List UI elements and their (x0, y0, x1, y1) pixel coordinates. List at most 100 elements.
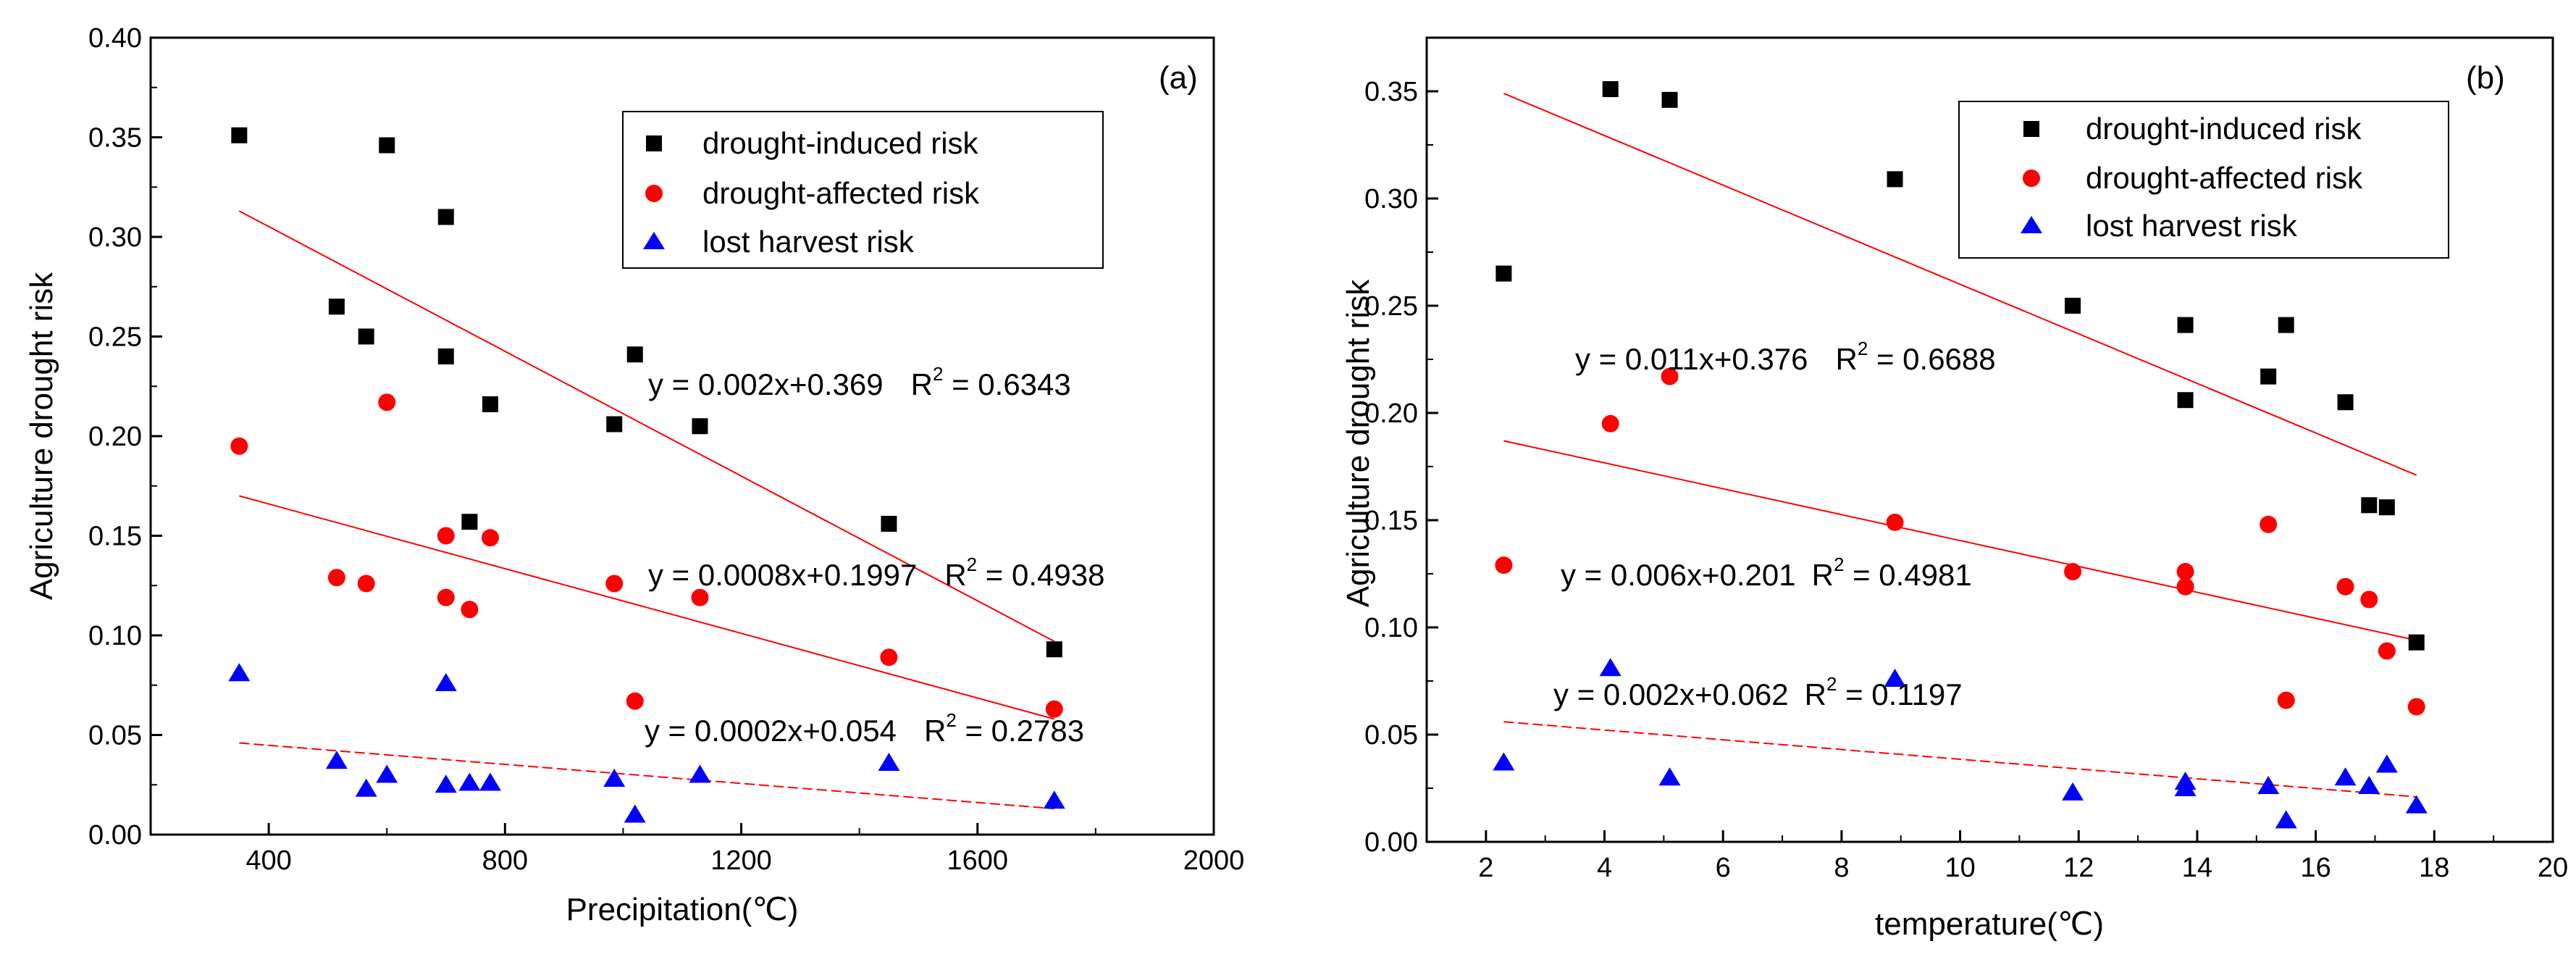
point-drought-affected (1601, 414, 1619, 433)
point-drought-induced (2278, 317, 2294, 333)
point-drought-induced (2065, 298, 2081, 314)
y-tick-label: 0.05 (1364, 720, 1418, 751)
point-drought-affected (2260, 515, 2278, 533)
x-tick-label: 4 (1597, 853, 1612, 883)
point-drought-affected (357, 575, 375, 593)
legend-marker-square-b (2023, 121, 2039, 137)
x-tick-label: 400 (246, 845, 291, 876)
legend-label-lost-a: lost harvest risk (702, 225, 915, 259)
point-drought-affected (2378, 642, 2396, 660)
plot-frame-b (1425, 36, 2554, 843)
point-lost-harvest (603, 769, 626, 787)
point-lost-harvest (435, 774, 457, 793)
point-lost-harvest (435, 673, 457, 691)
panel-label-a: (a) (1159, 60, 1198, 96)
point-lost-harvest (355, 778, 377, 797)
point-drought-affected (1495, 556, 1513, 575)
point-lost-harvest (2257, 776, 2280, 795)
legend-frame-a (622, 111, 1104, 269)
point-drought-induced (328, 298, 345, 315)
point-drought-affected (2407, 698, 2425, 716)
point-lost-harvest (2334, 767, 2357, 786)
point-drought-induced (2378, 499, 2395, 516)
legend-marker-square-a (646, 135, 662, 151)
point-drought-induced (482, 396, 498, 412)
point-lost-harvest (1599, 658, 1621, 677)
y-tick-label: 0.20 (1364, 398, 1418, 429)
point-drought-induced (2177, 317, 2194, 333)
fit-line-affected (239, 495, 1055, 720)
x-tick-label: 14 (2182, 853, 2212, 883)
x-tick-label: 2 (1478, 853, 1493, 883)
points-b (1493, 81, 2428, 829)
y-tick-label: 0.35 (1364, 77, 1418, 107)
point-drought-affected (230, 437, 248, 455)
point-drought-affected (1045, 700, 1063, 718)
point-drought-affected (605, 575, 624, 593)
x-tick-label: 16 (2300, 853, 2330, 883)
point-drought-induced (1602, 81, 1619, 98)
x-axis-label-a: Precipitation(℃) (566, 892, 799, 927)
equation-affected-b: y = 0.006x+0.201 R2 = 0.4981 (1561, 553, 1972, 592)
y-tick-label: 0.25 (1364, 291, 1418, 322)
point-lost-harvest (624, 804, 646, 823)
x-tick-label: 20 (2538, 853, 2568, 883)
y-tick-label: 0.20 (88, 422, 142, 452)
y-tick-label: 0.40 (88, 23, 142, 54)
point-drought-affected (461, 601, 479, 619)
point-drought-induced (379, 137, 395, 154)
point-drought-induced (461, 514, 478, 530)
points-a (228, 127, 1065, 823)
fit-lines-a (238, 210, 1055, 810)
equation-lost-a: y = 0.0002x+0.054 R2 = 0.2783 (645, 709, 1084, 748)
fit-line-induced (238, 210, 1055, 643)
legend-a: drought-induced risk drought-affected ri… (622, 111, 1104, 269)
x-tick-label: 6 (1716, 853, 1731, 883)
point-drought-induced (2408, 634, 2425, 651)
x-tick-label: 1200 (710, 845, 772, 876)
x-ticks-a: 400 800 1200 1600 2000 (246, 823, 1244, 876)
legend-b: drought-induced risk drought-affected ri… (1958, 101, 2449, 259)
point-drought-affected (691, 588, 709, 606)
point-drought-induced (437, 209, 454, 225)
point-drought-induced (692, 418, 708, 435)
x-tick-label: 2000 (1183, 845, 1245, 876)
point-lost-harvest (689, 764, 711, 783)
legend-marker-triangle-b (2021, 216, 2042, 233)
equation-lost-b: y = 0.002x+0.062 R2 = 0.1197 (1553, 673, 1963, 711)
point-lost-harvest (1043, 790, 1065, 809)
x-axis-label-b: temperature(℃) (1875, 906, 2104, 942)
point-lost-harvest (2275, 810, 2297, 829)
point-lost-harvest (325, 751, 348, 769)
point-drought-affected (880, 648, 898, 667)
point-lost-harvest (228, 663, 251, 682)
y-tick-label: 0.30 (88, 222, 142, 253)
x-tick-label: 8 (1834, 853, 1849, 883)
x-tick-label: 18 (2419, 853, 2449, 883)
y-ticks-a: 0.00 0.05 0.10 0.15 0.20 0.25 0.30 0.35 0.40 (88, 23, 162, 851)
point-drought-affected (2176, 563, 2194, 581)
legend-label-affected-a: drought-affected risk (702, 176, 980, 210)
point-drought-affected (378, 393, 396, 412)
point-drought-affected (2277, 691, 2295, 709)
equation-induced-a: y = 0.002x+0.369 R2 = 0.6343 (648, 363, 1071, 401)
y-tick-label: 0.35 (88, 123, 142, 154)
point-drought-induced (606, 416, 623, 433)
y-tick-label: 0.05 (88, 721, 142, 751)
point-lost-harvest (1493, 752, 1515, 771)
y-tick-label: 0.10 (1364, 613, 1418, 643)
legend-marker-circle-b (2023, 170, 2040, 187)
panel-label-b: (b) (2466, 60, 2505, 96)
point-drought-affected (437, 588, 455, 606)
point-lost-harvest (1658, 767, 1681, 786)
point-lost-harvest (2174, 778, 2197, 796)
point-drought-induced (2361, 497, 2378, 514)
point-drought-induced (437, 348, 454, 364)
y-tick-label: 0.10 (88, 621, 142, 651)
point-drought-induced (1887, 171, 1903, 188)
fit-line-lost (1503, 721, 2417, 798)
point-drought-affected (437, 527, 455, 545)
point-drought-induced (881, 516, 897, 532)
x-tick-label: 1600 (947, 845, 1009, 876)
